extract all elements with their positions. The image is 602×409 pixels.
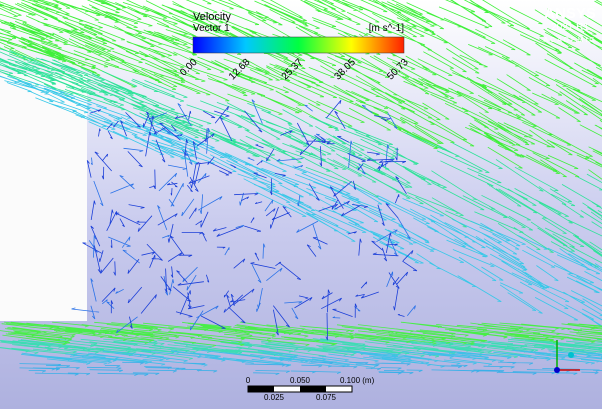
legend-title: Velocity <box>193 11 231 23</box>
scale-label: 0.100 (m) <box>340 376 375 385</box>
scale-label: 0.050 <box>290 376 311 385</box>
colorbar <box>192 36 405 54</box>
scale-label: 0.075 <box>316 393 337 402</box>
velocity-vectors <box>0 75 602 328</box>
solid-body <box>0 74 87 321</box>
logo-version: 2021 R1 <box>551 22 589 33</box>
logo-edition: ACADEMIC <box>544 37 597 44</box>
scale-label: 0.025 <box>264 393 285 402</box>
logo-brand: ANSYS <box>544 5 596 22</box>
velocity-vectors <box>82 99 418 341</box>
legend-subtitle: Vector 1 <box>193 23 230 34</box>
legend-unit: [m s^-1] <box>369 23 404 34</box>
velocity-vectors <box>0 48 602 268</box>
vector-field <box>0 0 602 377</box>
scale-bar <box>247 385 353 393</box>
axis-triad <box>554 340 580 373</box>
velocity-vectors <box>0 0 602 180</box>
velocity-vectors <box>71 99 416 334</box>
scale-label: 0 <box>246 376 251 385</box>
velocity-vectors <box>19 361 602 377</box>
velocity-vectors <box>0 321 602 347</box>
